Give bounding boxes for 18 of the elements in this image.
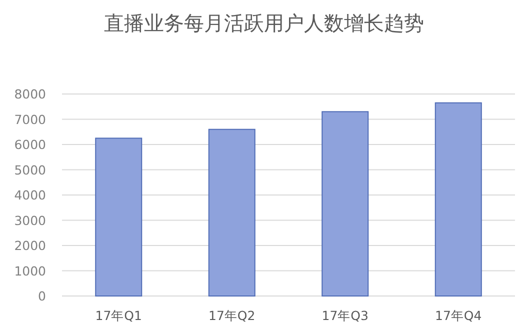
- bar: [434, 102, 482, 296]
- y-tick-label: 8000: [14, 86, 46, 102]
- bar: [322, 111, 369, 296]
- y-tick-label: 4000: [14, 188, 46, 202]
- y-tick-label: 1000: [14, 263, 46, 278]
- x-tick-label: 17年Q1: [95, 308, 142, 323]
- y-tick-label: 5000: [14, 162, 46, 178]
- y-tick-label: 0: [38, 288, 46, 304]
- y-tick-label: 7000: [14, 112, 46, 127]
- y-tick-label: 3000: [14, 212, 46, 228]
- bar: [208, 128, 256, 296]
- y-tick-label: 6000: [14, 137, 46, 152]
- y-tick-label: 2000: [14, 238, 46, 253]
- x-tick-label: 17年Q4: [435, 308, 482, 323]
- x-tick-label: 17年Q3: [322, 308, 368, 323]
- bar: [95, 138, 142, 296]
- chart-title: 直播业务每月活跃用户人数增长趋势: [104, 11, 424, 35]
- x-tick-label: 17年Q2: [208, 308, 256, 323]
